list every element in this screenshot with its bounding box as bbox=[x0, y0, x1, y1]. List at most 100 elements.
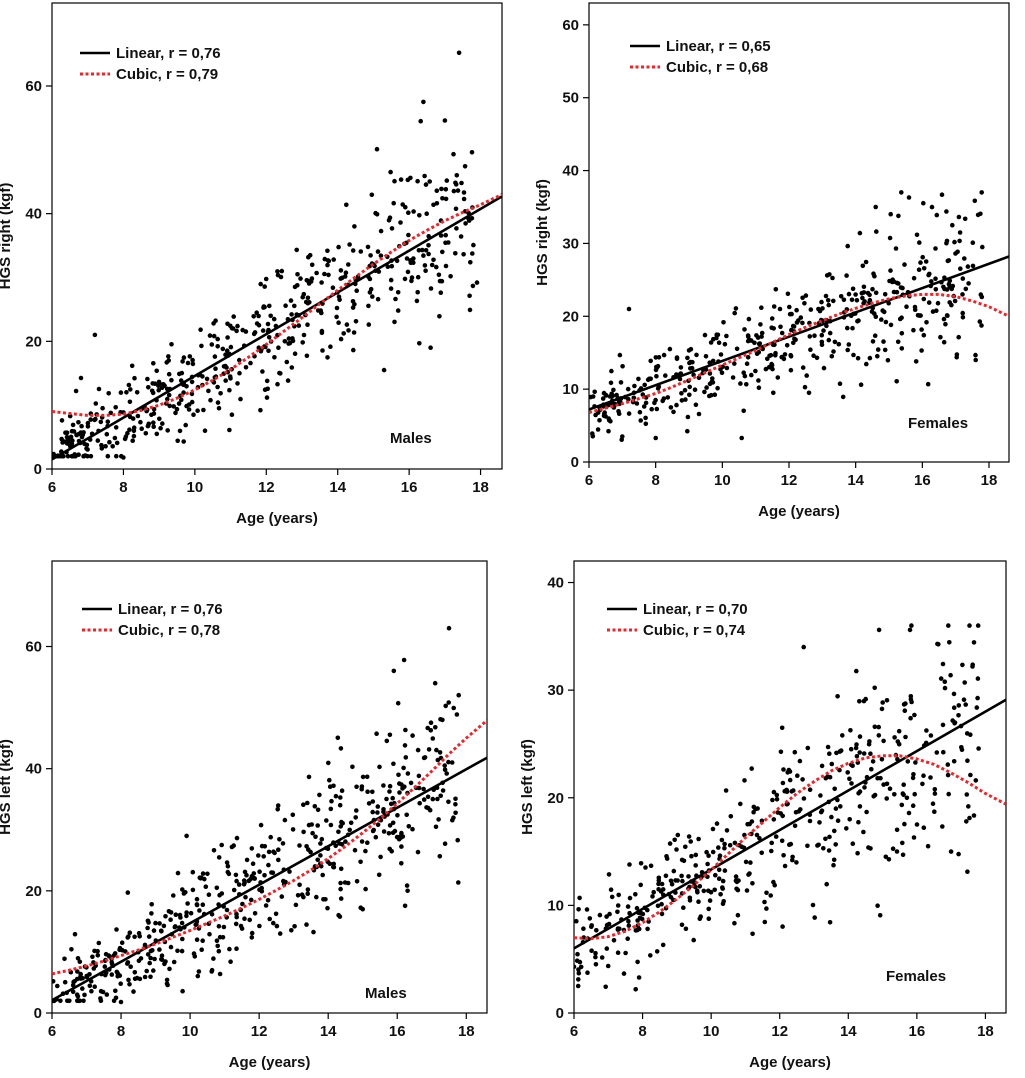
data-point bbox=[738, 381, 743, 386]
y-axis-title: HGS left (kgf) bbox=[519, 739, 536, 835]
data-point bbox=[92, 948, 97, 954]
legend-label-cubic: Cubic, r = 0,74 bbox=[643, 622, 746, 639]
data-point bbox=[305, 295, 311, 301]
data-point bbox=[917, 240, 922, 245]
data-point bbox=[177, 428, 183, 434]
data-point bbox=[721, 320, 726, 325]
y-tick-label: 20 bbox=[562, 308, 579, 325]
data-point bbox=[224, 860, 230, 865]
data-point bbox=[745, 338, 751, 344]
data-point bbox=[648, 863, 654, 869]
data-point bbox=[336, 912, 341, 918]
data-point bbox=[960, 310, 965, 316]
data-point bbox=[771, 789, 777, 795]
data-point bbox=[754, 333, 759, 338]
data-point bbox=[955, 249, 960, 255]
data-point bbox=[708, 340, 714, 345]
data-point bbox=[265, 321, 271, 327]
data-point bbox=[794, 860, 799, 865]
data-point bbox=[735, 912, 741, 918]
data-point bbox=[635, 959, 640, 965]
data-point bbox=[250, 861, 256, 866]
data-point bbox=[100, 989, 106, 995]
data-point bbox=[319, 280, 324, 285]
data-point bbox=[225, 863, 231, 869]
data-point bbox=[262, 284, 268, 289]
data-point bbox=[151, 411, 157, 416]
data-point bbox=[183, 422, 188, 428]
data-point bbox=[778, 324, 783, 330]
data-point bbox=[831, 349, 836, 354]
data-point bbox=[179, 948, 185, 954]
data-point bbox=[171, 404, 176, 409]
data-point bbox=[779, 838, 785, 844]
data-point bbox=[900, 840, 905, 846]
data-point bbox=[590, 394, 596, 399]
data-point bbox=[723, 788, 729, 793]
data-point bbox=[280, 841, 286, 846]
data-point bbox=[304, 844, 309, 849]
data-point bbox=[352, 847, 358, 853]
data-point bbox=[957, 230, 963, 235]
data-point bbox=[599, 955, 605, 960]
data-point bbox=[147, 960, 152, 966]
data-point bbox=[65, 453, 71, 459]
data-point bbox=[909, 623, 914, 628]
x-tick-label: 18 bbox=[458, 1023, 475, 1040]
data-point bbox=[458, 234, 464, 239]
data-point bbox=[932, 809, 937, 814]
data-point bbox=[342, 274, 348, 279]
data-point bbox=[648, 358, 653, 364]
data-point bbox=[777, 306, 783, 312]
data-point bbox=[643, 395, 649, 400]
data-point bbox=[264, 378, 270, 384]
data-point bbox=[268, 313, 274, 319]
data-point bbox=[315, 857, 321, 863]
data-point bbox=[175, 948, 180, 954]
data-point bbox=[679, 922, 685, 928]
data-point bbox=[436, 272, 442, 278]
data-point bbox=[691, 937, 696, 943]
data-point bbox=[384, 796, 389, 802]
data-point bbox=[899, 190, 904, 195]
data-point bbox=[66, 441, 72, 447]
data-point bbox=[762, 899, 767, 905]
data-point bbox=[965, 758, 970, 763]
data-point bbox=[597, 418, 602, 423]
data-point bbox=[850, 286, 856, 292]
data-point bbox=[928, 733, 934, 738]
data-point bbox=[429, 262, 435, 268]
data-point bbox=[935, 641, 940, 647]
data-point bbox=[161, 923, 167, 929]
data-point bbox=[427, 179, 433, 184]
data-point bbox=[474, 280, 480, 285]
data-point bbox=[285, 378, 291, 383]
data-point bbox=[785, 291, 791, 297]
data-point bbox=[185, 360, 191, 366]
data-point bbox=[728, 814, 734, 819]
data-point bbox=[960, 276, 966, 281]
data-point bbox=[305, 887, 311, 892]
data-point bbox=[347, 827, 353, 833]
data-point bbox=[286, 336, 292, 341]
data-point bbox=[603, 984, 608, 990]
data-point bbox=[759, 330, 765, 336]
data-point bbox=[851, 352, 856, 358]
data-point bbox=[463, 221, 468, 226]
data-point bbox=[78, 375, 84, 381]
data-point bbox=[415, 274, 421, 280]
data-point bbox=[733, 306, 739, 311]
data-point bbox=[750, 931, 755, 937]
data-point bbox=[118, 999, 124, 1005]
data-point bbox=[947, 640, 952, 645]
data-point bbox=[638, 418, 643, 423]
data-point bbox=[234, 835, 240, 841]
data-point bbox=[688, 839, 693, 844]
data-point bbox=[408, 260, 414, 266]
data-point bbox=[819, 763, 825, 769]
data-point bbox=[665, 395, 671, 400]
data-point bbox=[373, 834, 379, 840]
data-point bbox=[270, 870, 276, 875]
data-point bbox=[432, 680, 438, 686]
data-point bbox=[164, 360, 169, 365]
